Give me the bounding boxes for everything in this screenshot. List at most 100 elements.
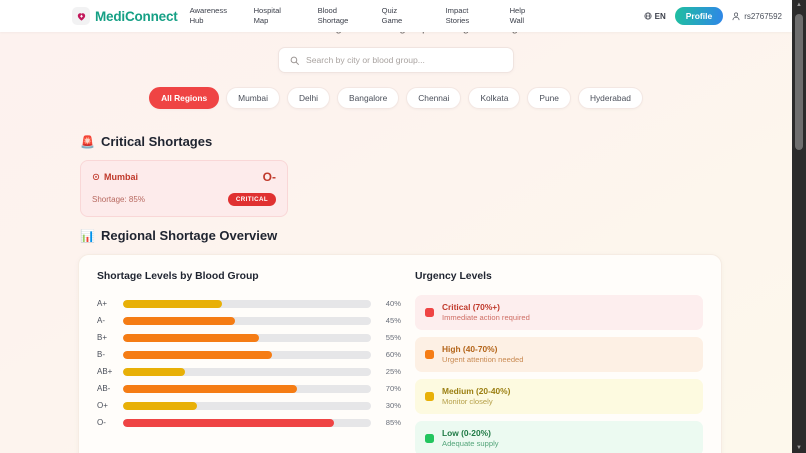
shortage-bar-track xyxy=(123,384,371,393)
critical-card-city-label: Mumbai xyxy=(104,172,139,182)
shortage-bar-track xyxy=(123,299,371,308)
shortage-bar-row: O+ 30% xyxy=(97,397,401,414)
nav-link-label-line2: Shortage xyxy=(317,16,349,25)
nav-right-group: EN Profile rs2767592 xyxy=(644,7,782,25)
urgency-levels-title: Urgency Levels xyxy=(415,271,492,282)
hero-section: Real-time regional blood group shortage … xyxy=(0,22,792,109)
shortage-bar-value: 60% xyxy=(385,350,401,359)
nav-link-label-line1: Awareness xyxy=(189,6,227,16)
shortage-bar-value: 55% xyxy=(385,333,401,342)
shortage-bar-fill xyxy=(123,350,272,359)
shortage-bar-track xyxy=(123,401,371,410)
critical-shortages-title: Critical Shortages xyxy=(100,134,213,149)
shortage-bar-row: A+ 40% xyxy=(97,295,401,312)
blood-group-label: O- xyxy=(97,418,106,427)
region-chip-bangalore[interactable]: Bangalore xyxy=(337,87,400,109)
urgency-level-row: High (40-70%) Urgent attention needed xyxy=(415,337,703,372)
shortage-bar-value: 25% xyxy=(385,367,401,376)
nav-link-help[interactable]: Help Wall xyxy=(510,6,574,25)
region-chip-pune[interactable]: Pune xyxy=(527,87,571,109)
nav-link-label-line2: Hub xyxy=(189,16,204,25)
shortage-bar-row: B+ 55% xyxy=(97,329,401,346)
shortage-bar-row: AB+ 25% xyxy=(97,363,401,380)
shortage-bar-row: B- 60% xyxy=(97,346,401,363)
regional-overview-heading: 📊 Regional Shortage Overview xyxy=(80,228,792,243)
nav-link-label-line1: Blood xyxy=(317,6,337,16)
region-chip-hyderabad[interactable]: Hyderabad xyxy=(577,87,643,109)
shortage-bar-row: AB- 70% xyxy=(97,380,401,397)
shortage-bar-fill xyxy=(123,418,334,427)
globe-icon xyxy=(644,12,652,20)
critical-shortage-card[interactable]: Mumbai O- Shortage: 85% CRITICAL xyxy=(80,160,288,217)
blood-group-label: O+ xyxy=(97,401,108,410)
blood-group-label: A- xyxy=(97,316,105,325)
urgency-level-description: Adequate supply xyxy=(442,439,499,448)
shortage-bar-row: A- 45% xyxy=(97,312,401,329)
profile-button[interactable]: Profile xyxy=(674,7,724,25)
shortage-bar-fill xyxy=(123,316,235,325)
search-icon xyxy=(290,56,299,65)
top-navigation-bar: MediConnect Awareness Hub Hospital Map Blood… xyxy=(0,0,792,32)
urgency-level-title: High (40-70%) xyxy=(442,344,498,354)
blood-group-label: AB- xyxy=(97,384,111,393)
urgency-color-swatch xyxy=(425,308,434,317)
regional-overview-card: Shortage Levels by Blood Group A+ 40% A- 45… xyxy=(78,254,722,453)
nav-link-label-line2: Stories xyxy=(445,16,470,25)
location-pin-icon xyxy=(92,173,100,182)
shortage-levels-panel: Shortage Levels by Blood Group A+ 40% A- 45… xyxy=(97,271,415,453)
scrollbar-thumb[interactable] xyxy=(795,14,803,150)
urgency-level-description: Immediate action required xyxy=(442,313,530,322)
blood-group-label: B+ xyxy=(97,333,108,342)
region-chip-mumbai[interactable]: Mumbai xyxy=(226,87,280,109)
region-chip-delhi[interactable]: Delhi xyxy=(286,87,331,109)
nav-link-awareness[interactable]: Awareness Hub xyxy=(190,6,254,25)
shortage-bar-row: O- 85% xyxy=(97,414,401,431)
critical-card-bottom-row: Shortage: 85% CRITICAL xyxy=(92,193,276,206)
blood-group-label: A+ xyxy=(97,299,108,308)
blood-group-label: AB+ xyxy=(97,367,113,376)
nav-link-label-line2: Map xyxy=(253,16,269,25)
scroll-down-arrow[interactable]: ▼ xyxy=(796,445,802,451)
urgency-color-swatch xyxy=(425,392,434,401)
region-chip-chennai[interactable]: Chennai xyxy=(406,87,462,109)
urgency-level-row: Medium (20-40%) Monitor closely xyxy=(415,379,703,414)
urgency-level-row: Critical (70%+) Immediate action required xyxy=(415,295,703,330)
user-account[interactable]: rs2767592 xyxy=(732,12,782,21)
critical-card-shortage-text: Shortage: 85% xyxy=(92,195,145,204)
scroll-up-arrow[interactable]: ▲ xyxy=(796,2,802,8)
urgency-level-list: Critical (70%+) Immediate action required… xyxy=(415,295,703,453)
search-input[interactable] xyxy=(306,55,502,65)
urgency-levels-panel: Urgency Levels Critical (70%+) Immediate … xyxy=(415,271,703,453)
shortage-bar-fill xyxy=(123,367,185,376)
urgency-level-row: Low (0-20%) Adequate supply xyxy=(415,421,703,453)
nav-link-impact[interactable]: Impact Stories xyxy=(446,6,510,25)
brand-logo-group[interactable]: MediConnect xyxy=(72,7,178,25)
region-chip-kolkata[interactable]: Kolkata xyxy=(468,87,521,109)
shortage-bar-value: 30% xyxy=(385,401,401,410)
shortage-bar-value: 70% xyxy=(385,384,401,393)
nav-link-blood[interactable]: Blood Shortage xyxy=(318,6,382,25)
nav-link-hospital[interactable]: Hospital Map xyxy=(254,6,318,25)
region-chip-all-regions[interactable]: All Regions xyxy=(149,87,220,109)
nav-link-quiz[interactable]: Quiz Game xyxy=(382,6,446,25)
nav-link-label-line1: Impact xyxy=(445,6,469,16)
brand-name: MediConnect xyxy=(95,8,178,24)
shortage-bar-value: 45% xyxy=(385,316,401,325)
urgency-color-swatch xyxy=(425,434,434,443)
shortage-bar-fill xyxy=(123,299,223,308)
page-scrollbar[interactable]: ▲ ▼ xyxy=(792,0,806,453)
nav-link-label-line1: Quiz xyxy=(381,6,398,16)
nav-links: Awareness Hub Hospital Map Blood Shortage Quiz… xyxy=(190,6,644,25)
urgency-level-description: Urgent attention needed xyxy=(442,355,524,364)
shortage-bar-fill xyxy=(123,401,198,410)
critical-shortages-heading: 🚨 Critical Shortages xyxy=(80,134,792,149)
shortage-bar-fill xyxy=(123,384,297,393)
urgency-level-title: Low (0-20%) xyxy=(442,428,491,438)
language-selector[interactable]: EN xyxy=(644,12,666,21)
critical-card-blood-type: O- xyxy=(262,170,276,184)
shortage-bar-fill xyxy=(123,333,260,342)
search-bar[interactable] xyxy=(278,47,514,73)
shortage-bar-value: 85% xyxy=(385,418,401,427)
nav-link-label-line1: Hospital xyxy=(253,6,281,16)
user-name: rs2767592 xyxy=(744,11,782,21)
